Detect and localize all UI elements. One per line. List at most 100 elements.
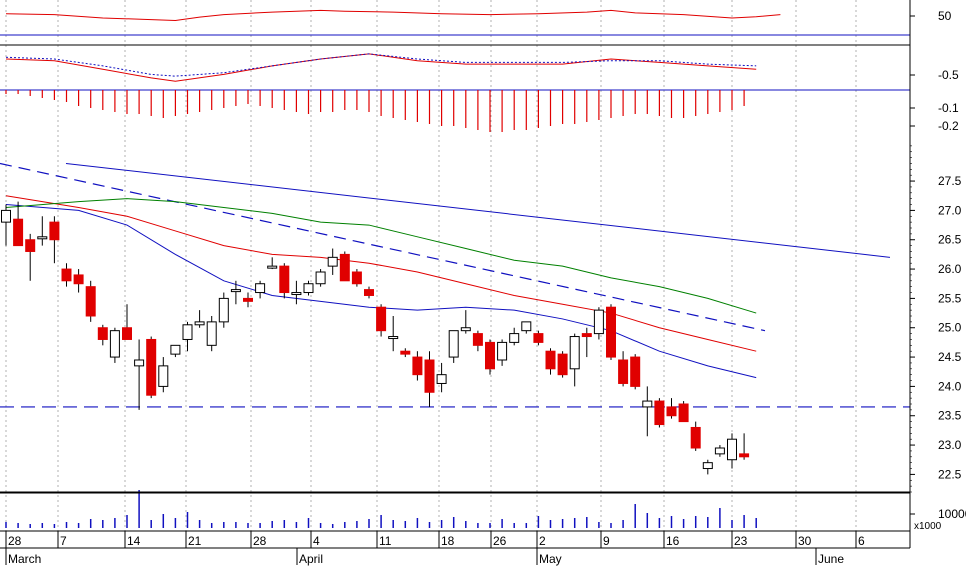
- candle-12: [146, 336, 157, 399]
- candle-body-43: [521, 321, 532, 332]
- candle-body-56: [678, 403, 689, 423]
- candle-61: [739, 433, 750, 460]
- candle-body-39: [472, 333, 483, 346]
- month-label-april: April: [299, 552, 323, 566]
- candle-body-25: [303, 283, 314, 294]
- candle-34: [412, 351, 423, 381]
- candle-body-16: [194, 321, 205, 326]
- candle-body-13: [158, 365, 169, 387]
- candle-body-34: [412, 356, 423, 376]
- candle-body-54: [654, 400, 665, 426]
- candle-body-8: [97, 327, 108, 340]
- date-tick-label-14: 6: [858, 534, 865, 548]
- candle-29: [351, 269, 362, 287]
- candle-7: [85, 280, 96, 322]
- candle-13: [158, 357, 169, 393]
- date-tick-label-2: 14: [127, 534, 141, 548]
- candle-49: [593, 307, 604, 340]
- candle-8: [97, 324, 108, 346]
- candle-51: [618, 351, 629, 387]
- candle-3: [37, 216, 48, 246]
- candle-35: [424, 351, 435, 407]
- candle-body-27: [327, 256, 338, 267]
- date-tick-label-6: 11: [379, 534, 392, 548]
- candle-body-37: [448, 330, 459, 358]
- candle-28: [339, 251, 350, 282]
- candle-body-19: [230, 289, 241, 293]
- price-tick-label-23.5: 23.5: [938, 409, 962, 423]
- histogram-panel: [0, 89, 910, 132]
- candle-41: [497, 339, 508, 366]
- oscillator-1-panel: [0, 9, 910, 36]
- candle-26: [315, 269, 326, 287]
- candle-body-20: [243, 297, 253, 302]
- candle-5: [61, 263, 72, 287]
- candle-body-38: [460, 327, 471, 332]
- candle-37: [448, 330, 459, 363]
- moving-average-mid: [5, 195, 757, 352]
- candle-body-26: [315, 271, 326, 285]
- price-tick-label-25.5: 25.5: [938, 291, 962, 305]
- histogram-tick-label-2: -0.2: [938, 119, 959, 133]
- candle-body-24: [291, 292, 302, 296]
- price-tick-label-24.5: 24.5: [938, 350, 962, 364]
- candle-body-47: [569, 336, 580, 370]
- candle-16: [194, 310, 205, 328]
- date-tick-label-0: 28: [8, 534, 22, 548]
- date-tick-label-4: 28: [253, 534, 267, 548]
- volume-panel: [5, 490, 757, 528]
- date-tick-label-13: 30: [798, 534, 812, 548]
- price-tick-label-27.0: 27.0: [938, 203, 962, 217]
- candle-2: [25, 233, 36, 281]
- candle-body-6: [73, 274, 84, 285]
- candle-15: [182, 321, 193, 352]
- candle-23: [279, 263, 290, 299]
- volume-unit-label: x1000: [914, 521, 942, 532]
- candle-body-0: [1, 209, 11, 223]
- date-tick-label-9: 2: [539, 534, 546, 548]
- month-label-june: June: [818, 552, 844, 566]
- candle-53: [642, 386, 653, 437]
- candle-42: [509, 327, 520, 346]
- price-tick-label-25.0: 25.0: [938, 321, 962, 335]
- candle-body-49: [593, 309, 604, 335]
- candle-45: [545, 348, 556, 375]
- price-tick-label-26.0: 26.0: [938, 262, 962, 276]
- candle-body-41: [497, 341, 508, 361]
- date-tick-label-1: 7: [60, 534, 67, 548]
- date-tick-label-12: 23: [734, 534, 748, 548]
- candle-body-7: [85, 286, 96, 317]
- price-tick-label-22.5: 22.5: [938, 467, 962, 481]
- date-tick-label-7: 18: [441, 534, 455, 548]
- candle-30: [364, 286, 374, 299]
- candle-body-10: [122, 327, 132, 340]
- candle-36: [436, 362, 447, 393]
- candle-1: [13, 201, 24, 247]
- candle-50: [606, 304, 616, 360]
- candle-body-50: [606, 306, 616, 358]
- candle-52: [630, 354, 641, 390]
- candle-56: [678, 401, 689, 423]
- candle-body-44: [533, 333, 544, 343]
- candle-body-15: [182, 324, 193, 340]
- candle-18: [218, 292, 229, 328]
- candle-38: [460, 310, 471, 334]
- candle-body-45: [545, 350, 556, 370]
- candle-14: [170, 344, 181, 358]
- price-tick-label-24.0: 24.0: [938, 379, 962, 393]
- candle-body-53: [642, 400, 653, 408]
- candle-body-58: [702, 462, 713, 470]
- candle-57: [690, 421, 701, 451]
- candle-4: [49, 216, 60, 264]
- candle-33: [400, 348, 411, 358]
- candle-body-28: [339, 253, 350, 282]
- candle-body-57: [690, 426, 701, 449]
- candle-body-35: [424, 359, 435, 393]
- candle-body-21: [255, 283, 266, 294]
- oscillator-1-line: [5, 9, 781, 21]
- date-tick-label-11: 16: [666, 534, 680, 548]
- candle-body-48: [581, 333, 592, 338]
- candle-22: [267, 257, 278, 270]
- candle-17: [206, 316, 217, 352]
